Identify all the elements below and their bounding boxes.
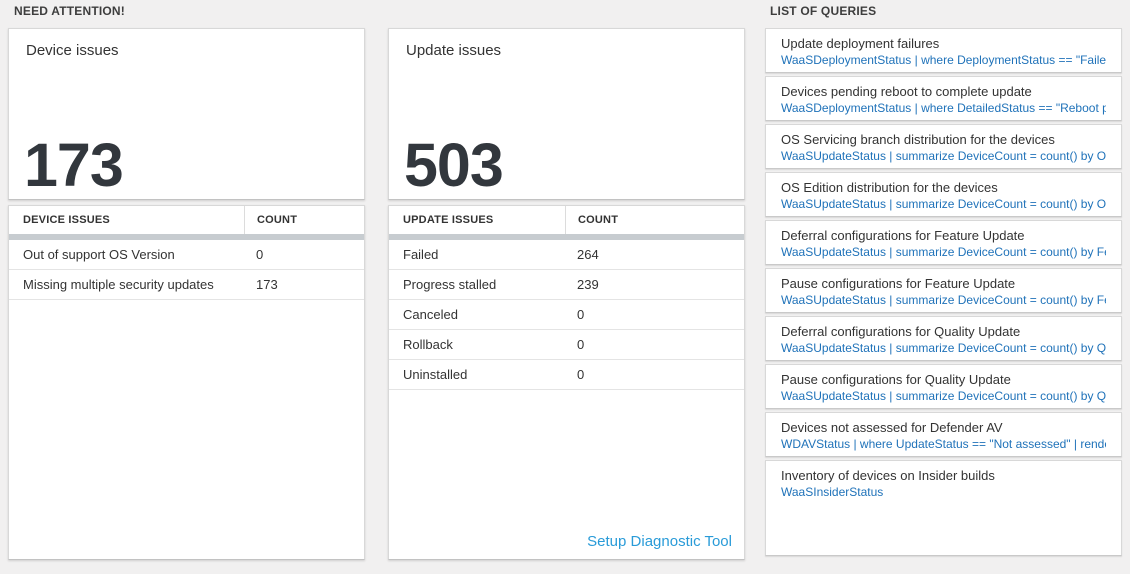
query-item[interactable]: Deferral configurations for Quality Upda… [765,316,1122,361]
query-text: WaaSUpdateStatus | summarize DeviceCount… [781,341,1106,355]
query-text: WaaSDeploymentStatus | where DetailedSta… [781,101,1106,115]
row-count: 239 [577,277,599,292]
row-count: 0 [577,307,585,322]
device-table-header-count: COUNT [244,206,364,234]
row-label: Canceled [403,307,458,322]
update-issues-tile[interactable]: Update issues 503 [388,28,745,200]
query-item[interactable]: Devices pending reboot to complete updat… [765,76,1122,121]
query-name: Update deployment failures [781,36,940,51]
update-table-row[interactable]: Progress stalled 239 [389,270,744,300]
update-issues-table-tile: UPDATE ISSUES COUNT Failed 264 Progress … [388,205,745,560]
row-label: Out of support OS Version [23,247,175,262]
query-text: WaaSDeploymentStatus | where DeploymentS… [781,53,1106,67]
update-table-header-row: UPDATE ISSUES COUNT [389,206,744,234]
device-table-body: Out of support OS Version 0 Missing mult… [9,240,364,300]
update-table-row[interactable]: Rollback 0 [389,330,744,360]
row-count: 0 [577,367,585,382]
update-table-row[interactable]: Canceled 0 [389,300,744,330]
query-text: WaaSUpdateStatus | summarize DeviceCount… [781,293,1106,307]
query-item[interactable]: Deferral configurations for Feature Upda… [765,220,1122,265]
query-name: OS Servicing branch distribution for the… [781,132,1055,147]
row-count: 173 [256,277,278,292]
query-name: Inventory of devices on Insider builds [781,468,995,483]
query-text: WaaSUpdateStatus | summarize DeviceCount… [781,197,1106,211]
row-label: Progress stalled [403,277,497,292]
query-item[interactable]: Pause configurations for Quality Update … [765,364,1122,409]
device-table-row[interactable]: Missing multiple security updates 173 [9,270,364,300]
query-item[interactable]: Update deployment failures WaaSDeploymen… [765,28,1122,73]
query-text: WDAVStatus | where UpdateStatus == "Not … [781,437,1106,451]
need-attention-section-label: NEED ATTENTION! [14,4,125,18]
query-text: WaaSUpdateStatus | summarize DeviceCount… [781,389,1106,403]
query-item[interactable]: Pause configurations for Feature Update … [765,268,1122,313]
update-table-row[interactable]: Failed 264 [389,240,744,270]
query-name: OS Edition distribution for the devices [781,180,998,195]
row-label: Missing multiple security updates [23,277,214,292]
device-issues-table-tile: DEVICE ISSUES COUNT Out of support OS Ve… [8,205,365,560]
device-issues-count: 173 [24,131,124,199]
query-item[interactable]: OS Edition distribution for the devices … [765,172,1122,217]
query-name: Devices not assessed for Defender AV [781,420,1003,435]
update-table-body: Failed 264 Progress stalled 239 Canceled… [389,240,744,390]
query-item[interactable]: Inventory of devices on Insider builds W… [765,460,1122,556]
device-issues-tile-title: Device issues [26,42,119,59]
query-text: WaaSUpdateStatus | summarize DeviceCount… [781,149,1106,163]
update-table-header-issues: UPDATE ISSUES [403,214,494,226]
update-table-header-count: COUNT [565,206,744,234]
query-name: Devices pending reboot to complete updat… [781,84,1032,99]
row-count: 264 [577,247,599,262]
row-label: Uninstalled [403,367,468,382]
device-table-row[interactable]: Out of support OS Version 0 [9,240,364,270]
queries-panel: Update deployment failures WaaSDeploymen… [765,28,1122,556]
device-table-header-row: DEVICE ISSUES COUNT [9,206,364,234]
setup-diagnostic-tool-link[interactable]: Setup Diagnostic Tool [587,533,732,550]
row-label: Rollback [403,337,453,352]
update-issues-tile-title: Update issues [406,42,502,59]
query-text: WaaSUpdateStatus | summarize DeviceCount… [781,245,1106,259]
update-issues-count: 503 [404,131,504,199]
device-issues-tile[interactable]: Device issues 173 [8,28,365,200]
row-count: 0 [256,247,264,262]
row-label: Failed [403,247,439,262]
query-name: Deferral configurations for Quality Upda… [781,324,1021,339]
update-table-scrollbar[interactable] [389,234,744,240]
query-name: Pause configurations for Feature Update [781,276,1016,291]
device-table-scrollbar[interactable] [9,234,364,240]
list-of-queries-section-label: LIST OF QUERIES [770,4,877,18]
query-name: Pause configurations for Quality Update [781,372,1011,387]
device-table-header-issues: DEVICE ISSUES [23,214,110,226]
row-count: 0 [577,337,585,352]
query-item[interactable]: OS Servicing branch distribution for the… [765,124,1122,169]
query-name: Deferral configurations for Feature Upda… [781,228,1025,243]
query-item[interactable]: Devices not assessed for Defender AV WDA… [765,412,1122,457]
update-table-row[interactable]: Uninstalled 0 [389,360,744,390]
query-text: WaaSInsiderStatus [781,485,884,499]
